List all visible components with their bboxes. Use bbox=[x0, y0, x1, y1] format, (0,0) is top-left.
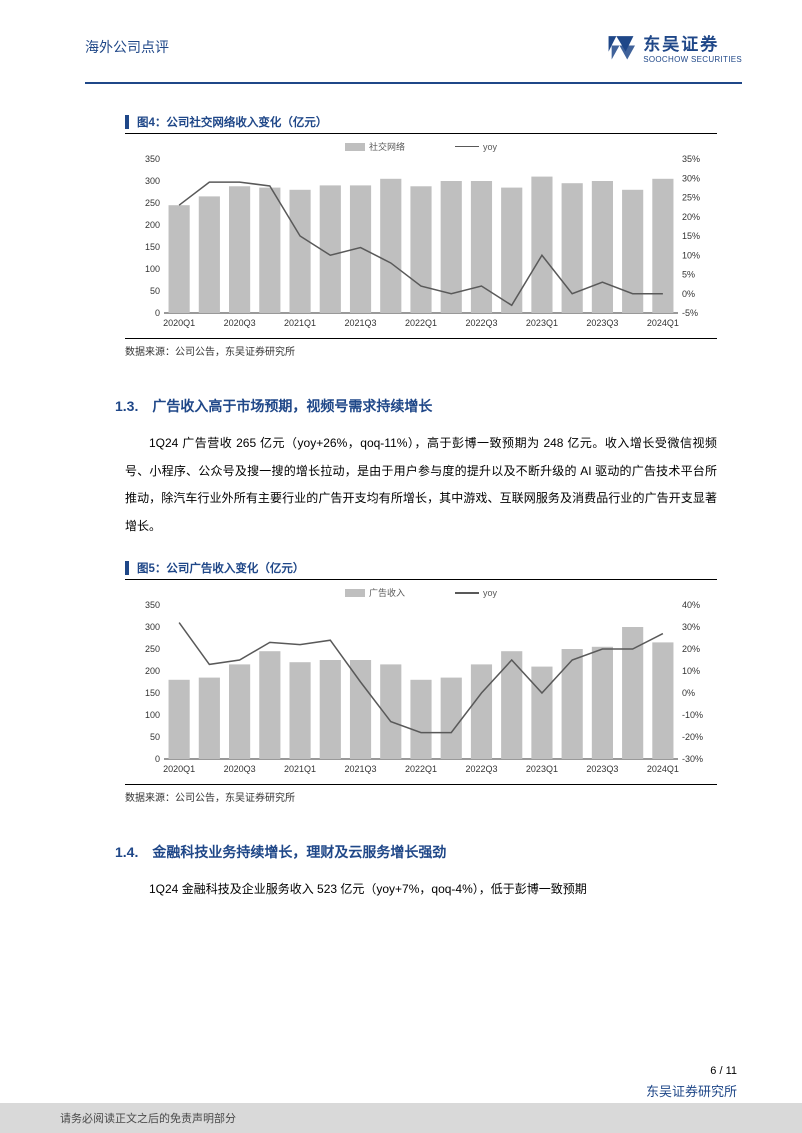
legend-bar-swatch bbox=[345, 143, 365, 151]
svg-text:35%: 35% bbox=[682, 154, 700, 164]
fig5-rule-top bbox=[125, 579, 717, 580]
fig4-rule-top bbox=[125, 133, 717, 134]
svg-text:2022Q1: 2022Q1 bbox=[405, 764, 437, 774]
fig4-title: 图4：公司社交网络收入变化（亿元） bbox=[137, 114, 327, 130]
fig4-legend: 社交网络 yoy bbox=[125, 138, 717, 153]
svg-text:2022Q1: 2022Q1 bbox=[405, 318, 437, 328]
fig4-svg: 0 50 100 150 200 250 300 350 -5% 0% 5% 10% 15% 20% 25%… bbox=[125, 153, 717, 333]
header-category: 海外公司点评 bbox=[85, 37, 169, 57]
svg-text:0: 0 bbox=[155, 308, 160, 318]
svg-text:2020Q1: 2020Q1 bbox=[163, 764, 195, 774]
svg-text:2023Q1: 2023Q1 bbox=[526, 764, 558, 774]
fig4-rule-bottom bbox=[125, 338, 717, 339]
fig5-legend-line-label: yoy bbox=[483, 588, 497, 598]
svg-text:-30%: -30% bbox=[682, 754, 703, 764]
fig4-source: 数据来源：公司公告，东吴证券研究所 bbox=[125, 343, 717, 358]
svg-text:2022Q3: 2022Q3 bbox=[465, 764, 497, 774]
fig5-title: 图5：公司广告收入变化（亿元） bbox=[137, 560, 304, 576]
svg-text:2020Q3: 2020Q3 bbox=[224, 318, 256, 328]
svg-text:2021Q1: 2021Q1 bbox=[284, 764, 316, 774]
svg-text:2021Q3: 2021Q3 bbox=[345, 764, 377, 774]
svg-text:20%: 20% bbox=[682, 644, 700, 654]
svg-text:350: 350 bbox=[145, 600, 160, 610]
legend-bar-swatch bbox=[345, 589, 365, 597]
svg-text:100: 100 bbox=[145, 710, 160, 720]
logo-icon bbox=[605, 33, 637, 61]
svg-text:2024Q1: 2024Q1 bbox=[647, 318, 679, 328]
fig5-svg: 0 50 100 150 200 250 300 350 -30% -20% -10% 0% 10% 20… bbox=[125, 599, 717, 779]
svg-text:300: 300 bbox=[145, 176, 160, 186]
section-1-3-heading: 1.3. 广告收入高于市场预期，视频号需求持续增长 bbox=[115, 396, 717, 416]
fig4-chart: 社交网络 yoy 0 50 100 150 200 250 300 350 -5% 0% 5% 10%… bbox=[125, 138, 717, 338]
svg-text:2021Q1: 2021Q1 bbox=[284, 318, 316, 328]
fig5-source: 数据来源：公司公告，东吴证券研究所 bbox=[125, 789, 717, 804]
svg-text:30%: 30% bbox=[682, 173, 700, 183]
svg-text:2023Q1: 2023Q1 bbox=[526, 318, 558, 328]
svg-text:2024Q1: 2024Q1 bbox=[647, 764, 679, 774]
svg-text:200: 200 bbox=[145, 220, 160, 230]
svg-text:150: 150 bbox=[145, 242, 160, 252]
legend-line-swatch bbox=[455, 146, 479, 148]
svg-text:10%: 10% bbox=[682, 666, 700, 676]
svg-text:150: 150 bbox=[145, 688, 160, 698]
svg-text:-5%: -5% bbox=[682, 308, 698, 318]
svg-text:-20%: -20% bbox=[682, 732, 703, 742]
figure-4: 图4：公司社交网络收入变化（亿元） 社交网络 yoy 0 50 100 150 200 2… bbox=[125, 114, 717, 358]
svg-text:350: 350 bbox=[145, 154, 160, 164]
logo-text-en: SOOCHOW SECURITIES bbox=[643, 55, 742, 64]
svg-text:250: 250 bbox=[145, 644, 160, 654]
section-1-4-para: 1Q24 金融科技及企业服务收入 523 亿元（yoy+7%，qoq-4%），低… bbox=[125, 876, 717, 904]
svg-text:0%: 0% bbox=[682, 688, 695, 698]
svg-text:20%: 20% bbox=[682, 212, 700, 222]
fig4-legend-line-label: yoy bbox=[483, 142, 497, 152]
svg-text:100: 100 bbox=[145, 264, 160, 274]
svg-text:-10%: -10% bbox=[682, 710, 703, 720]
svg-text:25%: 25% bbox=[682, 193, 700, 203]
footer-brand: 东吴证券研究所 bbox=[646, 1081, 737, 1100]
svg-text:2021Q3: 2021Q3 bbox=[345, 318, 377, 328]
fig5-chart: 广告收入 yoy 0 50 100 150 200 250 300 350 -30% -20% -1… bbox=[125, 584, 717, 784]
svg-text:2023Q3: 2023Q3 bbox=[586, 764, 618, 774]
fig5-legend-bar-label: 广告收入 bbox=[369, 586, 405, 599]
figure-5: 图5：公司广告收入变化（亿元） 广告收入 yoy 0 50 100 150 200 250… bbox=[125, 560, 717, 804]
company-logo: 东吴证券 SOOCHOW SECURITIES bbox=[605, 30, 742, 64]
section-1-4-heading: 1.4. 金融科技业务持续增长，理财及云服务增长强劲 bbox=[115, 842, 717, 862]
svg-text:50: 50 bbox=[150, 732, 160, 742]
svg-text:2022Q3: 2022Q3 bbox=[465, 318, 497, 328]
svg-text:2020Q3: 2020Q3 bbox=[224, 764, 256, 774]
svg-text:300: 300 bbox=[145, 622, 160, 632]
main-content: 图4：公司社交网络收入变化（亿元） 社交网络 yoy 0 50 100 150 200 2… bbox=[0, 114, 802, 904]
page-footer: 6 / 11 东吴证券研究所 请务必阅读正文之后的免责声明部分 bbox=[0, 1103, 802, 1133]
fig5-legend: 广告收入 yoy bbox=[125, 584, 717, 599]
header-divider bbox=[85, 82, 742, 84]
section-1-3-para: 1Q24 广告营收 265 亿元（yoy+26%，qoq-11%），高于彭博一致… bbox=[125, 430, 717, 540]
svg-text:250: 250 bbox=[145, 198, 160, 208]
svg-text:2020Q1: 2020Q1 bbox=[163, 318, 195, 328]
logo-text-cn: 东吴证券 bbox=[643, 30, 742, 55]
fig5-rule-bottom bbox=[125, 784, 717, 785]
svg-text:30%: 30% bbox=[682, 622, 700, 632]
footer-disclaimer-bar: 请务必阅读正文之后的免责声明部分 bbox=[0, 1103, 802, 1133]
svg-text:5%: 5% bbox=[682, 270, 695, 280]
svg-text:10%: 10% bbox=[682, 250, 700, 260]
page-number: 6 / 11 bbox=[710, 1065, 737, 1077]
footer-disclaimer-text: 请务必阅读正文之后的免责声明部分 bbox=[60, 1110, 236, 1126]
svg-text:2023Q3: 2023Q3 bbox=[586, 318, 618, 328]
legend-line-swatch bbox=[455, 592, 479, 594]
svg-text:40%: 40% bbox=[682, 600, 700, 610]
svg-text:50: 50 bbox=[150, 286, 160, 296]
svg-text:200: 200 bbox=[145, 666, 160, 676]
svg-text:0%: 0% bbox=[682, 289, 695, 299]
page-header: 海外公司点评 东吴证券 SOOCHOW SECURITIES bbox=[0, 0, 802, 74]
svg-text:15%: 15% bbox=[682, 231, 700, 241]
fig-title-accent bbox=[125, 561, 129, 575]
svg-text:0: 0 bbox=[155, 754, 160, 764]
fig4-legend-bar-label: 社交网络 bbox=[369, 140, 405, 153]
fig-title-accent bbox=[125, 115, 129, 129]
